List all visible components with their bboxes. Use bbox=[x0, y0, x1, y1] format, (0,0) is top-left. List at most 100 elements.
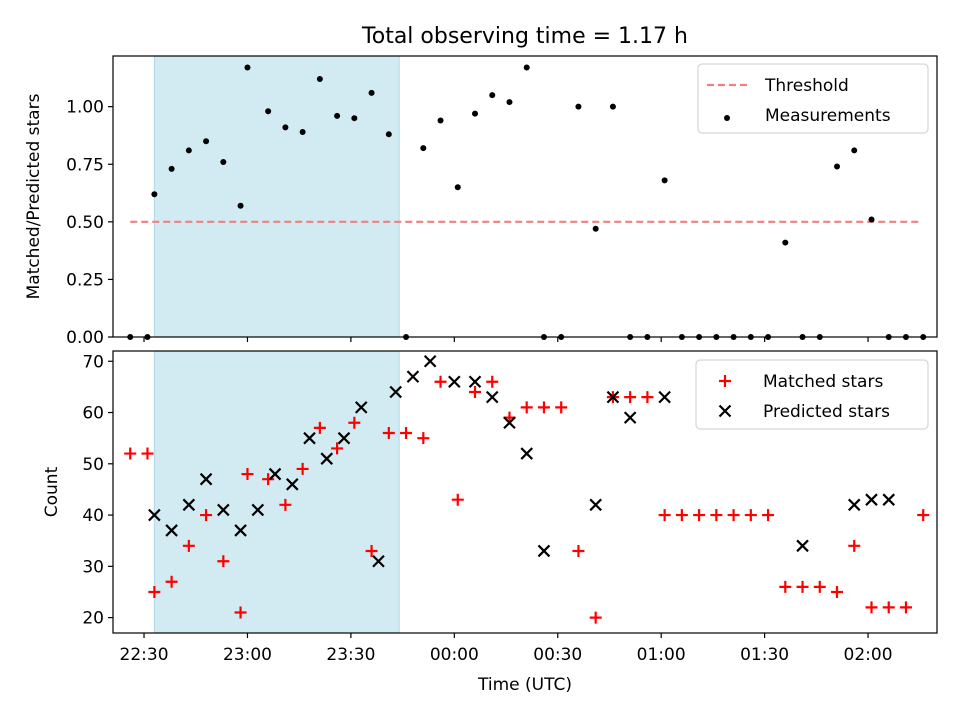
measurement-point bbox=[454, 184, 461, 191]
matched-star-point bbox=[572, 544, 585, 557]
measurement-point bbox=[782, 239, 789, 246]
legend-label: Threshold bbox=[764, 76, 849, 96]
predicted-star-point bbox=[537, 544, 551, 558]
measurement-point bbox=[244, 64, 251, 71]
measurement-point bbox=[220, 158, 227, 165]
axes-frame bbox=[112, 55, 938, 338]
predicted-star-point bbox=[503, 416, 516, 430]
matched-star-point bbox=[744, 509, 757, 522]
legend-box bbox=[697, 63, 929, 134]
predicted-star-point bbox=[847, 498, 861, 512]
matched-star-point bbox=[313, 421, 326, 434]
predicted-star-point bbox=[389, 385, 402, 399]
matched-star-point bbox=[693, 509, 706, 522]
chart-title: Total observing time = 1.17 h bbox=[361, 24, 688, 49]
matched-star-point bbox=[200, 509, 213, 522]
matched-star-point bbox=[417, 432, 430, 445]
predicted-star-point bbox=[448, 375, 461, 389]
measurement-point bbox=[151, 191, 158, 198]
ratio-panel: 0.00 0.25 0.50 0.75 1.00 Matched/Predicted st… bbox=[24, 55, 938, 348]
predicted-star-point bbox=[182, 498, 196, 512]
matched-star-point bbox=[486, 375, 499, 388]
predicted-star-point bbox=[658, 390, 671, 404]
predicted-star-point bbox=[148, 508, 161, 522]
predicted-star-point bbox=[606, 390, 620, 404]
y-tick-label: 20 bbox=[82, 609, 104, 629]
matched-star-point bbox=[382, 427, 395, 440]
y-tick-label: 0.00 bbox=[66, 328, 104, 348]
y-tick-label: 0.50 bbox=[66, 213, 104, 233]
predicted-star-point bbox=[165, 524, 178, 537]
measurement-point bbox=[506, 99, 513, 106]
legend: Matched stars Predicted stars bbox=[695, 359, 929, 430]
x-tick-label: 00:00 bbox=[430, 645, 479, 665]
legend-label: Measurements bbox=[765, 106, 891, 126]
measurement-point bbox=[168, 165, 175, 172]
x-tick-label: 01:00 bbox=[637, 645, 686, 665]
matched-star-point bbox=[262, 473, 275, 486]
measurement-point bbox=[851, 147, 858, 154]
matched-star-point bbox=[182, 539, 195, 552]
matched-star-point bbox=[710, 509, 723, 522]
x-tick-label: 23:30 bbox=[326, 645, 375, 665]
matched-star-point bbox=[865, 601, 878, 614]
legend-matched-swatch bbox=[719, 375, 731, 387]
predicted-star-point bbox=[251, 503, 265, 517]
matched-star-point bbox=[331, 442, 344, 455]
matched-star-point bbox=[434, 375, 447, 388]
x-tick-label: 01:30 bbox=[740, 645, 789, 665]
matched-star-point bbox=[779, 580, 792, 593]
matched-star-point bbox=[365, 544, 378, 557]
matched-star-point bbox=[848, 539, 861, 552]
matched-star-point bbox=[296, 462, 309, 475]
matched-star-point bbox=[917, 509, 930, 522]
measurement-point bbox=[299, 129, 306, 136]
measurement-point bbox=[265, 108, 272, 115]
matched-star-point bbox=[520, 401, 533, 414]
y-tick-label: 0.75 bbox=[66, 155, 104, 175]
measurement-point bbox=[282, 124, 289, 131]
predicted-star-point bbox=[406, 370, 420, 383]
predicted-star-point bbox=[268, 467, 282, 481]
legend-label: Matched stars bbox=[763, 372, 883, 392]
measurement-point bbox=[334, 112, 341, 119]
predicted-star-point bbox=[623, 411, 637, 424]
matched-star-point bbox=[234, 606, 247, 619]
measurement-point bbox=[185, 147, 192, 154]
predicted-star-point bbox=[882, 493, 896, 506]
legend-measurement-swatch bbox=[724, 115, 730, 121]
matched-star-point bbox=[241, 468, 254, 481]
legend: Threshold Measurements bbox=[697, 63, 929, 134]
predicted-star-point bbox=[199, 472, 213, 486]
measurement-point bbox=[237, 202, 244, 209]
predicted-star-point bbox=[217, 503, 230, 517]
x-tick-label: 02:00 bbox=[844, 645, 893, 665]
predicted-star-point bbox=[286, 478, 299, 491]
predicted-star-point bbox=[796, 539, 809, 553]
measurement-point bbox=[351, 115, 358, 122]
predicted-star-point bbox=[520, 447, 534, 460]
y-tick-label: 1.00 bbox=[66, 98, 104, 118]
matched-star-point bbox=[348, 416, 361, 429]
matched-star-point bbox=[796, 580, 809, 593]
matched-star-point bbox=[124, 447, 137, 460]
y-axis-label: Count bbox=[42, 466, 62, 517]
matched-star-point bbox=[658, 509, 671, 522]
matched-star-point bbox=[165, 575, 178, 588]
measurement-point bbox=[203, 138, 210, 145]
measurement-point bbox=[592, 225, 599, 232]
axes-frame bbox=[112, 350, 938, 634]
matched-star-point bbox=[589, 611, 602, 624]
y-axis-label: Matched/Predicted stars bbox=[24, 93, 44, 299]
x-axis-label: Time (UTC) bbox=[477, 675, 572, 695]
measurement-point bbox=[316, 76, 323, 83]
matched-star-point bbox=[675, 509, 688, 522]
measurement-point bbox=[368, 89, 375, 96]
measurement-point bbox=[437, 117, 444, 124]
measurement-point bbox=[609, 103, 616, 110]
legend-label: Predicted stars bbox=[763, 402, 890, 422]
measurement-point bbox=[385, 131, 392, 138]
matched-star-point bbox=[727, 509, 740, 522]
predicted-star-point bbox=[303, 431, 316, 445]
